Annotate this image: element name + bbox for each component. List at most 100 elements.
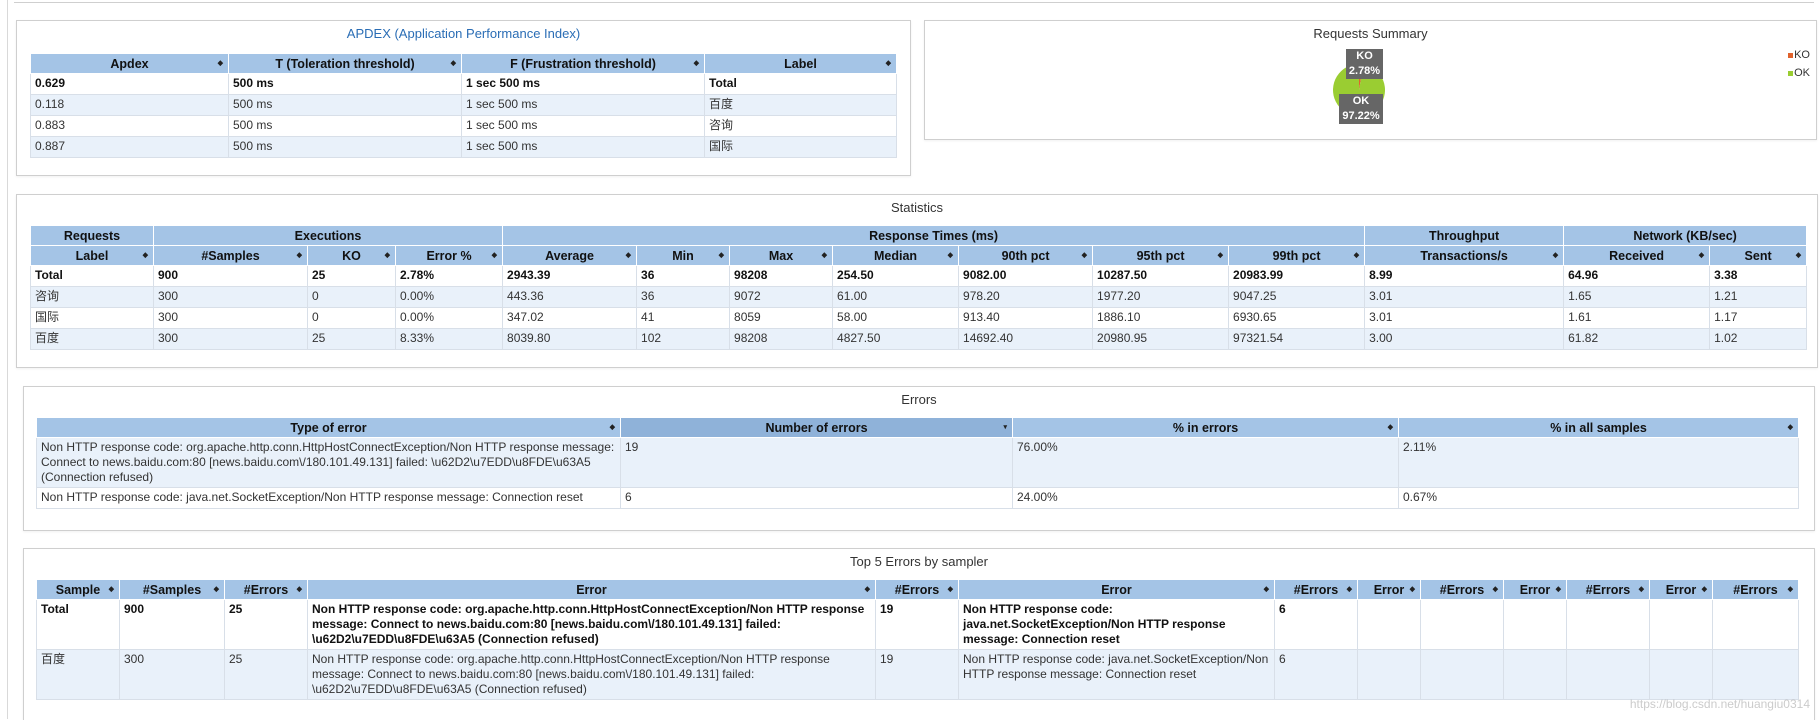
stats-cell: 64.96 [1563,265,1711,287]
top5-col-header[interactable]: #Samples ◆ [119,579,225,600]
errors-cell: Non HTTP response code: org.apache.http.… [36,437,621,488]
top5-table: Sample ◆ #Samples ◆ #Errors ◆ Error ◆ #Errors ◆ Er… [36,579,1799,700]
top5-col-header[interactable]: Error ◆ [307,579,876,600]
stats-col-header[interactable]: Error % ◆ [394,245,504,266]
apdex-col-apdex[interactable]: Apdex ◆ [30,53,229,74]
stats-cell: 97321.54 [1228,328,1366,350]
sort-icon: ◆ [142,252,148,259]
sort-icon: ◆ [213,586,219,593]
apdex-col-label[interactable]: Label ◆ [704,53,897,74]
top5-col-header[interactable]: #Errors ◆ [1420,579,1504,600]
stats-cell: 8039.80 [502,328,638,350]
apdex-row: 0.887 500 ms 1 sec 500 ms 国际 [30,136,897,158]
stats-col-header[interactable]: Average ◆ [502,245,638,266]
stats-cell: 300 [153,286,308,308]
top5-col-header[interactable]: #Errors ◆ [1566,579,1650,600]
apdex-cell: 500 ms [228,94,462,116]
sort-icon: ◆ [1701,586,1707,593]
stats-cell: 1.65 [1563,286,1711,308]
apdex-row: 0.883 500 ms 1 sec 500 ms 咨询 [30,115,897,137]
stats-cell: 6930.65 [1228,307,1366,329]
top5-col-header[interactable]: Error ◆ [1503,579,1567,600]
stats-col-header[interactable]: Max ◆ [729,245,834,266]
errors-table: Type of error ◆ Number of errors ▾ % in er… [36,417,1799,509]
stats-col-header[interactable]: 90th pct ◆ [958,245,1094,266]
apdex-cell: 500 ms [228,73,462,95]
top5-cell: 19 [875,599,959,650]
errors-col-pct-errors[interactable]: % in errors ◆ [1012,417,1399,438]
legend-ok[interactable]: OK [1788,67,1810,79]
sort-icon: ◆ [217,60,223,67]
errors-col-count[interactable]: Number of errors ▾ [620,417,1013,438]
errors-cell: 76.00% [1012,437,1399,488]
apdex-col-toleration[interactable]: T (Toleration threshold) ◆ [228,53,462,74]
stats-col-header[interactable]: Label ◆ [30,245,154,266]
apdex-cell: 咨询 [704,115,897,137]
top5-col-header[interactable]: Error ◆ [958,579,1275,600]
stats-group-throughput: Throughput [1364,225,1565,246]
top5-col-header[interactable]: #Errors ◆ [1712,579,1799,600]
statistics-table: Requests Executions Response Times (ms) … [30,225,1808,350]
errors-cell: 19 [620,437,1013,488]
stats-cell: 25 [307,328,396,350]
stats-col-header[interactable]: Sent ◆ [1709,245,1808,266]
top5-col-header[interactable]: #Errors ◆ [1274,579,1358,600]
stats-cell: 36 [636,286,731,308]
stats-col-header[interactable]: Transactions/s ◆ [1364,245,1565,266]
stats-cell: 8.33% [394,328,504,350]
stats-cell: 1.21 [1709,286,1808,308]
stats-cell: 0.00% [394,286,504,308]
apdex-col-frustration[interactable]: F (Frustration threshold) ◆ [461,53,705,74]
sort-icon: ◆ [384,252,390,259]
stats-cell: 20980.95 [1092,328,1230,350]
apdex-cell: Total [704,73,897,95]
stats-col-header[interactable]: 95th pct ◆ [1092,245,1230,266]
sort-icon: ◆ [1353,252,1360,259]
stats-cell: 347.02 [502,307,638,329]
stats-col-header[interactable]: Received ◆ [1563,245,1711,266]
top5-cell [1357,599,1421,650]
errors-col-type[interactable]: Type of error ◆ [36,417,621,438]
stats-cell: 10287.50 [1092,265,1230,287]
stats-cell: 300 [153,307,308,329]
stats-col-header[interactable]: #Samples ◆ [153,245,308,266]
apdex-table: Apdex ◆ T (Toleration threshold) ◆ F (Frus… [30,53,897,158]
sort-icon: ◆ [864,586,870,593]
sort-icon: ◆ [1795,252,1802,259]
stats-cell: 9082.00 [958,265,1094,287]
top5-col-header[interactable]: #Errors ◆ [224,579,308,600]
legend-ko[interactable]: KO [1788,49,1810,61]
sort-icon: ◆ [1387,424,1393,431]
stats-col-header[interactable]: Median ◆ [832,245,960,266]
stats-group-network: Network (KB/sec) [1563,225,1808,246]
top5-cell: Non HTTP response code: org.apache.http.… [307,649,876,700]
top5-cell: Non HTTP response code: java.net.SocketE… [958,599,1275,650]
sort-icon: ◆ [821,252,828,259]
stats-cell: 25 [307,265,396,287]
stats-cell: 20983.99 [1228,265,1366,287]
apdex-cell: 0.629 [30,73,229,95]
sort-icon: ▾ [1003,424,1007,431]
sort-icon: ◆ [1787,586,1793,593]
legend-ok-swatch [1788,70,1794,76]
stats-cell: 3.01 [1364,307,1565,329]
top5-col-header[interactable]: Error ◆ [1649,579,1713,600]
stats-cell: 913.40 [958,307,1094,329]
top5-col-header[interactable]: Error ◆ [1357,579,1421,600]
stats-cell: Total [30,265,154,287]
errors-col-pct-samples[interactable]: % in all samples ◆ [1398,417,1799,438]
sort-icon: ◆ [1081,252,1088,259]
stats-col-header[interactable]: 99th pct ◆ [1228,245,1366,266]
apdex-cell: 1 sec 500 ms [461,115,705,137]
errors-cell: 6 [620,487,1013,509]
page-left-rule [7,0,8,719]
errors-panel: Errors Type of error ◆ Number of errors ▾ … [23,386,1815,531]
stats-col-header[interactable]: KO ◆ [307,245,396,266]
stats-col-header[interactable]: Min ◆ [636,245,731,266]
stats-group-requests: Requests [30,225,154,246]
top5-cell [1712,599,1799,650]
top5-col-header[interactable]: #Errors ◆ [875,579,959,600]
stats-cell: 98208 [729,328,834,350]
top5-col-header[interactable]: Sample ◆ [36,579,120,600]
apdex-panel: APDEX (Application Performance Index) Ap… [16,20,911,176]
